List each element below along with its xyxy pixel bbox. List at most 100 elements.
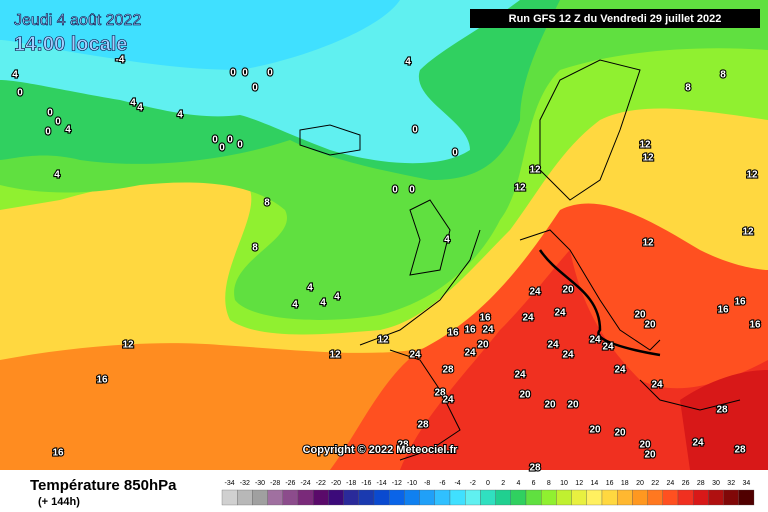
run-info: Run GFS 12 Z du Vendredi 29 juillet 2022 [509, 13, 722, 25]
scale-swatch [723, 489, 739, 506]
scale-swatch [373, 489, 390, 506]
contour-label: -4 [116, 55, 125, 66]
contour-label: 0 [409, 185, 415, 196]
contour-label: 12 [377, 335, 389, 346]
scale-label: 34 [743, 480, 751, 487]
scale-swatch [617, 489, 633, 506]
contour-label: 0 [47, 108, 53, 119]
contour-label: 4 [334, 292, 340, 303]
contour-label: 8 [264, 198, 270, 209]
contour-label: 28 [442, 365, 454, 376]
scale-label: -2 [470, 480, 476, 487]
contour-label: 12 [642, 238, 654, 249]
scale-label: -18 [346, 480, 356, 487]
scale-swatch [449, 489, 466, 506]
contour-label: 24 [529, 287, 541, 298]
contour-label: 16 [464, 325, 476, 336]
legend-title: Température 850hPa [30, 477, 177, 494]
scale-label: -20 [331, 480, 341, 487]
scale-swatch [662, 489, 679, 506]
contour-label: 16 [749, 320, 761, 331]
contour-label: 24 [562, 350, 574, 361]
scale-label: -34 [225, 480, 235, 487]
scale-label: -30 [255, 480, 265, 487]
scale-swatch [297, 489, 314, 506]
contour-label: 0 [212, 135, 218, 146]
scale-label: -6 [439, 480, 445, 487]
contour-label: 24 [692, 438, 704, 449]
contour-label: 4 [444, 235, 450, 246]
scale-label: 24 [667, 480, 675, 487]
contour-label: 20 [477, 340, 489, 351]
scale-swatch [738, 489, 755, 506]
scale-label: -16 [361, 480, 371, 487]
contour-label: 4 [12, 70, 18, 81]
legend-subtitle: (+ 144h) [38, 496, 80, 508]
contour-label: 4 [137, 103, 143, 114]
contour-label: 20 [639, 440, 651, 451]
contour-label: 28 [529, 463, 541, 474]
forecast-date: Jeudi 4 août 2022 [14, 12, 141, 29]
scale-label: 10 [560, 480, 568, 487]
scale-swatch [495, 489, 511, 506]
contour-label: 16 [447, 328, 459, 339]
contour-label: 16 [96, 375, 108, 386]
scale-label: -8 [424, 480, 430, 487]
scale-swatch [237, 489, 253, 506]
contour-label: 4 [292, 300, 298, 311]
contour-label: 20 [567, 400, 579, 411]
contour-label: 12 [742, 227, 754, 238]
contour-label: 0 [227, 135, 233, 146]
contour-label: 24 [614, 365, 626, 376]
contour-label: 24 [651, 380, 663, 391]
contour-label: 0 [412, 125, 418, 136]
scale-swatch [647, 489, 663, 506]
contour-label: 4 [54, 170, 60, 181]
scale-label: 22 [651, 480, 659, 487]
scale-swatch [221, 489, 238, 506]
scale-label: 32 [727, 480, 735, 487]
scale-swatch [358, 489, 375, 506]
contour-label: 0 [219, 143, 225, 154]
contour-label: 24 [547, 340, 559, 351]
contour-label: 24 [482, 325, 494, 336]
scale-swatch [252, 489, 268, 506]
scale-swatch [586, 489, 603, 506]
scale-label: -14 [377, 480, 387, 487]
contour-label: 0 [45, 127, 51, 138]
contour-label: 24 [554, 308, 566, 319]
scale-label: 18 [621, 480, 629, 487]
contour-label: 24 [464, 348, 476, 359]
contour-label: 24 [522, 313, 534, 324]
contour-label: 0 [452, 148, 458, 159]
scale-label: 30 [712, 480, 720, 487]
contour-label: 20 [644, 320, 656, 331]
contour-label: 16 [717, 305, 729, 316]
contour-label: 20 [544, 400, 556, 411]
contour-label: 20 [519, 390, 531, 401]
header: Jeudi 4 août 2022 14:00 locale Run GFS 1… [14, 9, 760, 457]
scale-label: 0 [486, 480, 490, 487]
scale-swatch [693, 489, 709, 506]
contour-label: 0 [242, 68, 248, 79]
scale-label: 14 [591, 480, 599, 487]
scale-swatch [601, 489, 618, 506]
contour-label: 12 [329, 350, 341, 361]
scale-label: -28 [270, 480, 280, 487]
contour-label: 16 [479, 313, 491, 324]
scale-swatch [525, 489, 542, 506]
contour-label: 4 [320, 298, 326, 309]
scale-label: 28 [697, 480, 705, 487]
scale-swatch [510, 489, 527, 506]
scale-label: 6 [532, 480, 536, 487]
contour-label: 0 [237, 140, 243, 151]
scale-swatch [419, 489, 435, 506]
scale-swatch [480, 489, 496, 506]
scale-swatch [267, 489, 283, 506]
contour-label: 16 [52, 448, 64, 459]
contour-label: 8 [720, 70, 726, 81]
legend: Température 850hPa (+ 144h) [30, 477, 177, 508]
contour-label: 8 [685, 83, 691, 94]
scale-label: -32 [240, 480, 250, 487]
